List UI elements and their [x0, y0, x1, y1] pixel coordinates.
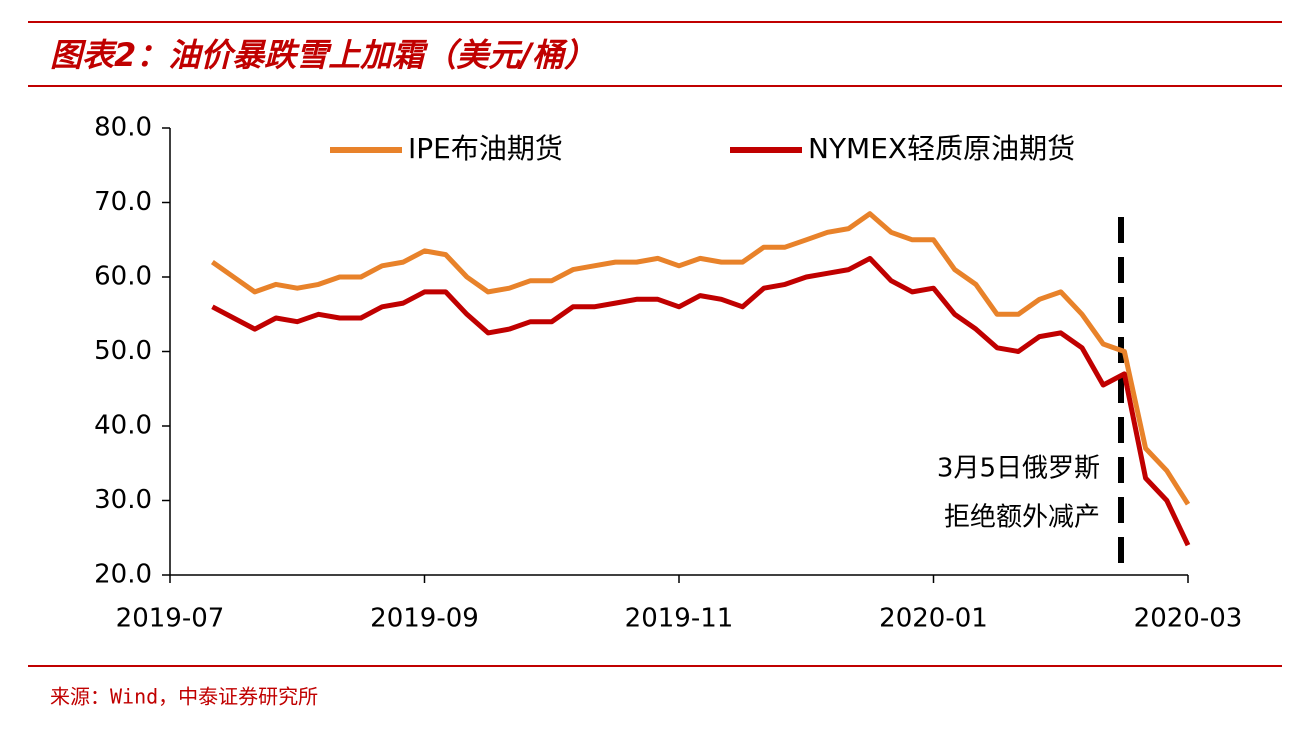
series-line	[210, 211, 1191, 506]
x-tick-label: 2019-09	[370, 604, 479, 634]
y-tick-label: 20.0	[94, 560, 152, 590]
x-tick-label: 2020-03	[1134, 604, 1243, 634]
y-tick-label: 60.0	[94, 262, 152, 292]
series-line	[211, 255, 1191, 547]
chart-title: 图表2：油价暴跌雪上加霜（美元/桶）	[50, 36, 596, 74]
legend-label: IPE布油期货	[408, 132, 563, 165]
annotation: 3月5日俄罗斯	[937, 454, 1100, 484]
x-tick-label: 2019-07	[116, 604, 225, 634]
y-tick-label: 40.0	[94, 411, 152, 441]
annotation: 拒绝额外减产	[944, 503, 1100, 533]
x-tick-label: 2019-11	[625, 604, 734, 634]
source: 来源：Wind，中泰证券研究所	[50, 685, 318, 709]
legend-label: NYMEX轻质原油期货	[808, 132, 1075, 165]
y-tick-label: 70.0	[94, 187, 152, 217]
y-tick-label: 50.0	[94, 336, 152, 366]
x-tick-label: 2020-01	[879, 604, 988, 634]
y-tick-label: 80.0	[94, 113, 152, 143]
y-tick-label: 30.0	[94, 485, 152, 515]
